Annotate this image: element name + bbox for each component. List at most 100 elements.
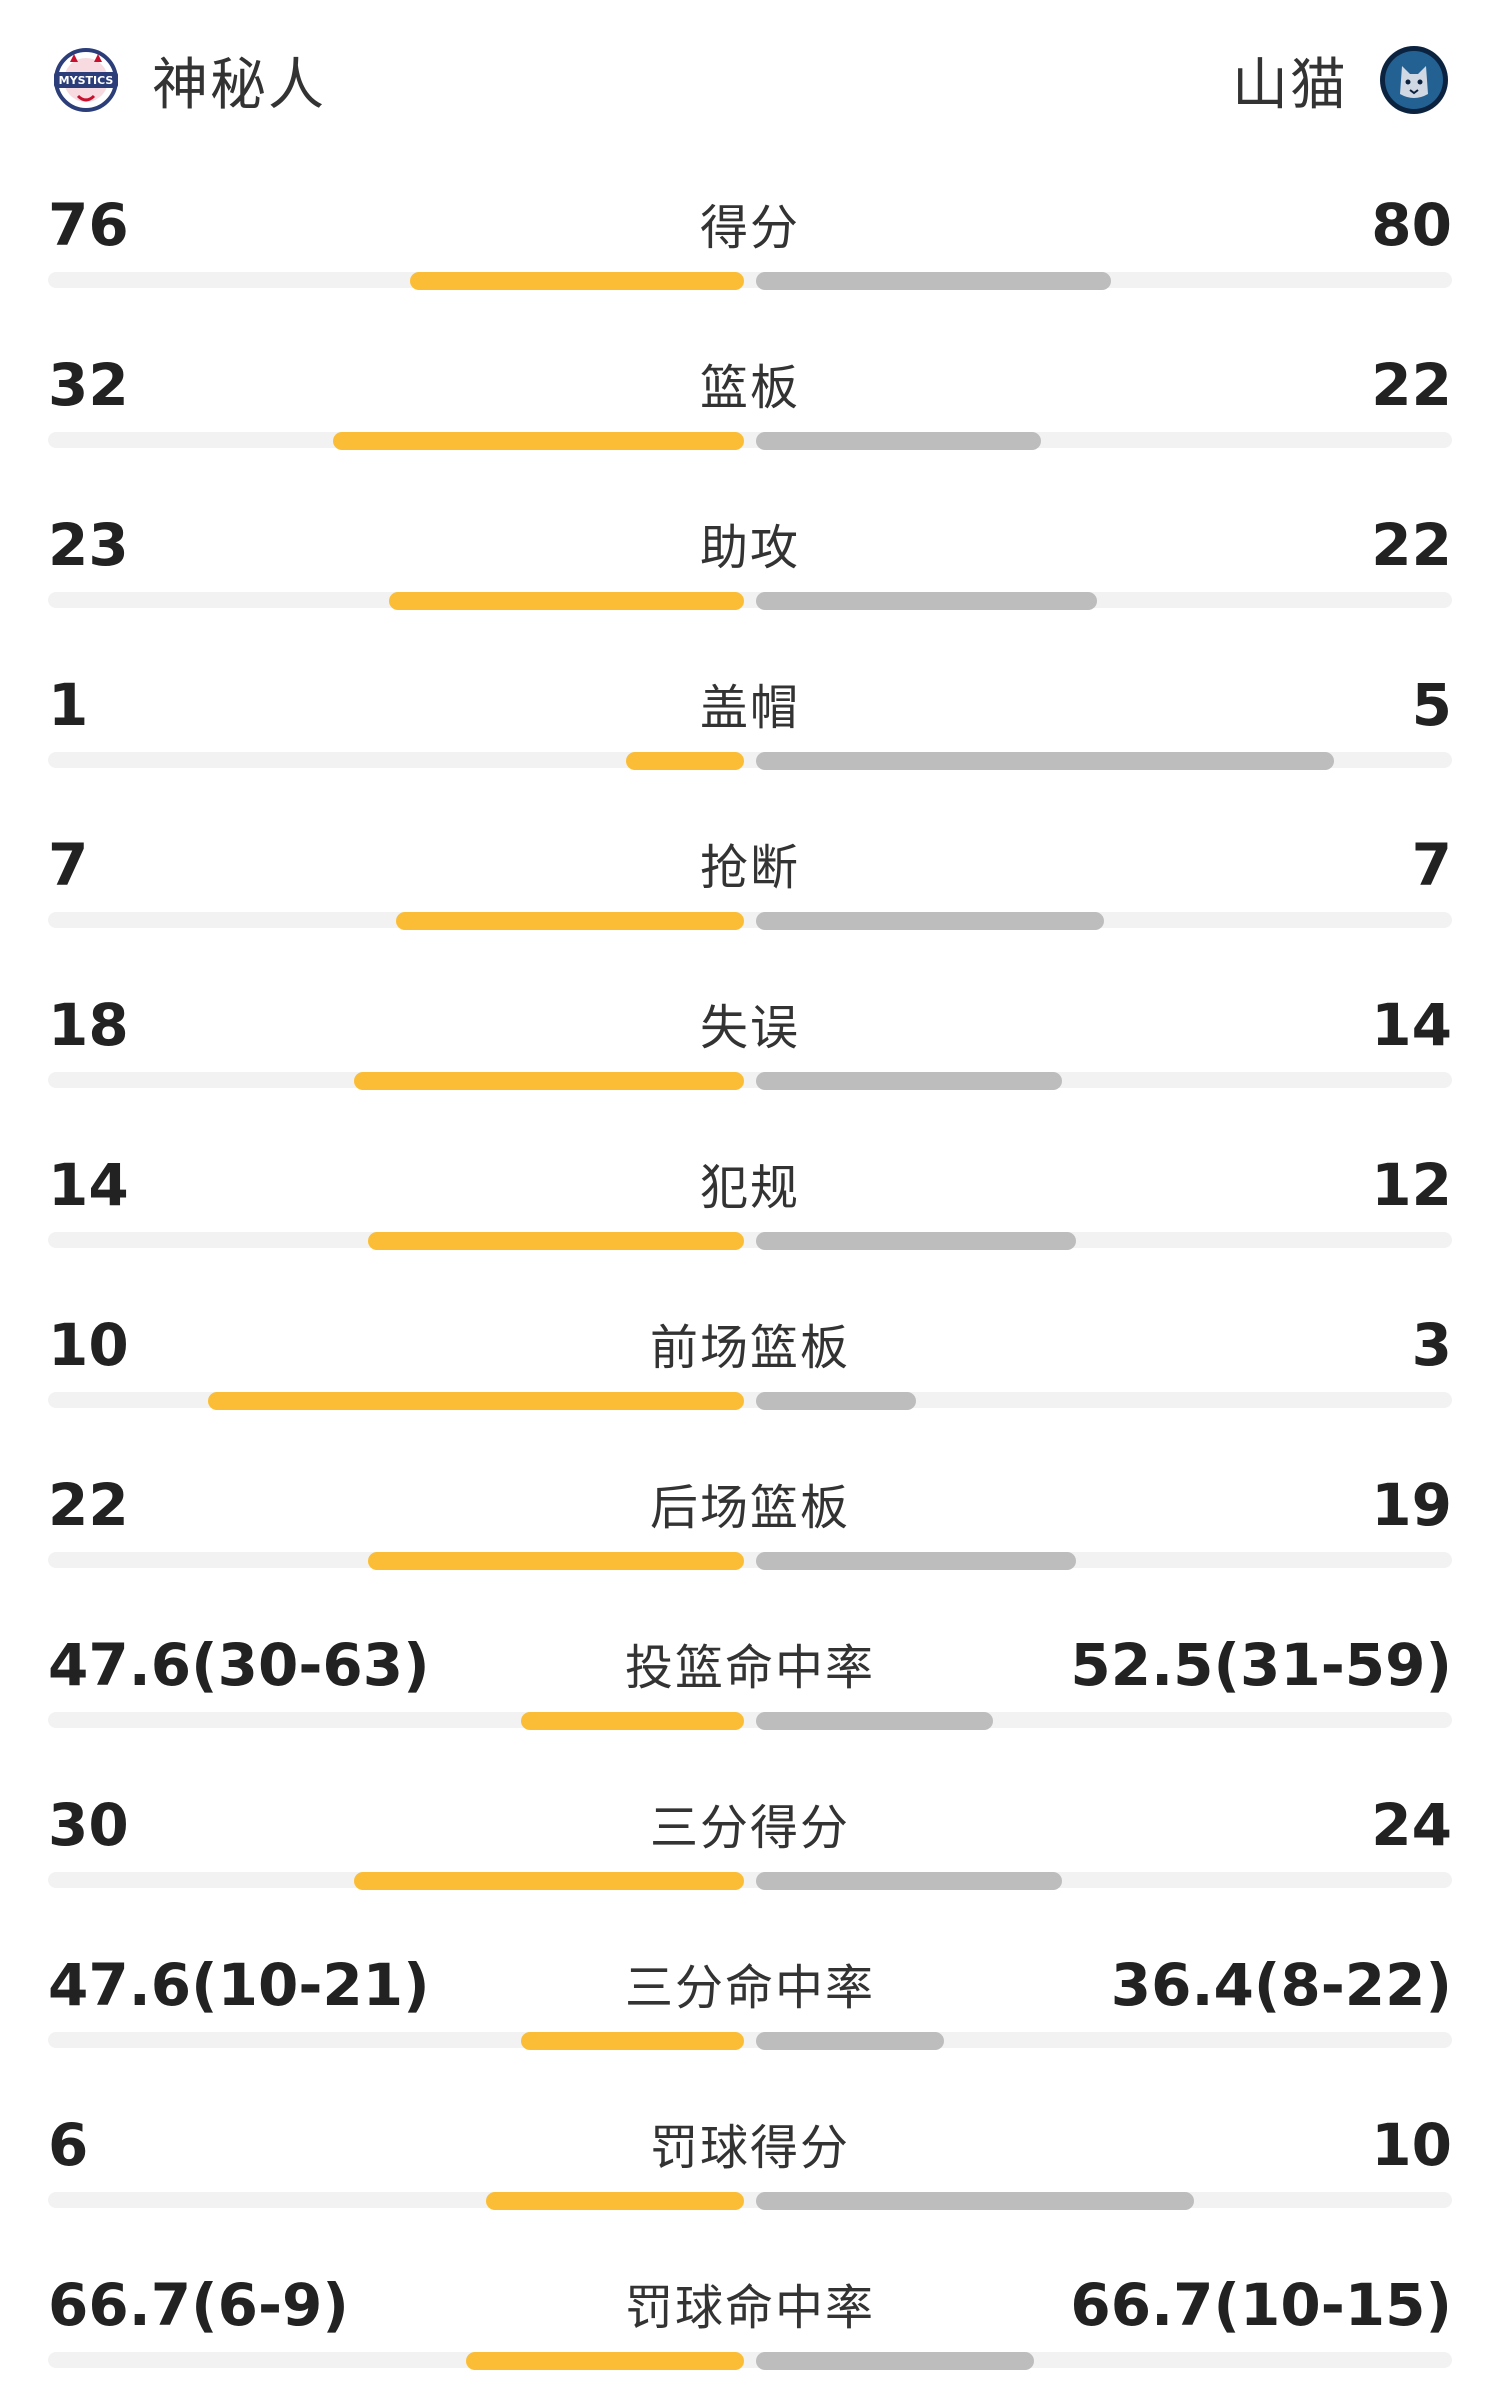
- home-stat-value: 14: [48, 1151, 129, 1219]
- stat-bar-track: [48, 2032, 1452, 2048]
- stat-bar-track: [48, 592, 1452, 608]
- home-team[interactable]: MYSTICS 神秘人: [48, 28, 354, 132]
- stat-label: 盖帽: [699, 680, 800, 736]
- stat-row: 18 失误 14: [48, 960, 1452, 1120]
- away-stat-value: 52.5(31-59): [1070, 1631, 1452, 1699]
- stat-label: 罚球命中率: [624, 2280, 875, 2336]
- home-stat-value: 47.6(30-63): [48, 1631, 430, 1699]
- stat-bar-track: [48, 1232, 1452, 1248]
- away-stat-bar: [756, 1712, 993, 1730]
- away-stat-bar: [756, 592, 1097, 610]
- lynx-logo-icon: [1376, 42, 1452, 118]
- stat-label: 罚球得分: [649, 2120, 850, 2176]
- away-stat-bar: [756, 912, 1104, 930]
- stat-label: 三分命中率: [624, 1960, 875, 2016]
- stat-bar-track: [48, 272, 1452, 288]
- away-stat-bar: [756, 1232, 1076, 1250]
- stat-label: 助攻: [699, 520, 800, 576]
- stat-row: 76 得分 80: [48, 160, 1452, 320]
- stat-label: 投篮命中率: [624, 1640, 875, 1696]
- stat-row: 6 罚球得分 10: [48, 2080, 1452, 2240]
- stat-bar-track: [48, 1552, 1452, 1568]
- stat-label: 犯规: [699, 1160, 800, 1216]
- logo-wordmark: MYSTICS: [59, 74, 114, 87]
- stat-row: 32 篮板 22: [48, 320, 1452, 480]
- home-stat-value: 1: [48, 671, 89, 739]
- away-stat-bar: [756, 1872, 1062, 1890]
- stat-label: 后场篮板: [649, 1480, 850, 1536]
- stats-comparison-list: 76 得分 80 32 篮板 22 23 助攻 22 1 盖帽 5 7 抢断 7 18 失误 14 14 犯规 12 10…: [48, 160, 1452, 2400]
- away-stat-bar: [756, 272, 1111, 290]
- away-team[interactable]: 山猫: [1204, 28, 1452, 132]
- home-stat-value: 23: [48, 511, 129, 579]
- home-stat-bar: [368, 1552, 744, 1570]
- stat-bar-track: [48, 432, 1452, 448]
- stat-label: 得分: [699, 200, 800, 256]
- team-header: MYSTICS 神秘人 山猫: [0, 0, 1500, 160]
- stat-label: 抢断: [699, 840, 800, 896]
- home-stat-bar: [410, 272, 744, 290]
- away-stat-bar: [756, 1552, 1076, 1570]
- stat-row: 10 前场篮板 3: [48, 1280, 1452, 1440]
- away-stat-value: 80: [1371, 191, 1452, 259]
- home-stat-value: 66.7(6-9): [48, 2271, 349, 2339]
- home-stat-bar: [396, 912, 744, 930]
- stat-row: 14 犯规 12: [48, 1120, 1452, 1280]
- stat-row: 22 后场篮板 19: [48, 1440, 1452, 1600]
- away-stat-bar: [756, 2192, 1194, 2210]
- home-stat-value: 6: [48, 2111, 89, 2179]
- home-stat-value: 18: [48, 991, 129, 1059]
- stat-label: 三分得分: [649, 1800, 850, 1856]
- away-stat-value: 66.7(10-15): [1070, 2271, 1452, 2339]
- home-stat-bar: [389, 592, 744, 610]
- away-stat-bar: [756, 432, 1041, 450]
- home-stat-bar: [354, 1872, 744, 1890]
- stat-bar-track: [48, 1872, 1452, 1888]
- stat-row: 47.6(30-63) 投篮命中率 52.5(31-59): [48, 1600, 1452, 1760]
- stat-row: 7 抢断 7: [48, 800, 1452, 960]
- stat-bar-track: [48, 912, 1452, 928]
- home-stat-bar: [466, 2352, 744, 2370]
- away-team-name: 山猫: [1232, 52, 1348, 118]
- home-stat-bar: [368, 1232, 744, 1250]
- stat-label: 前场篮板: [649, 1320, 850, 1376]
- stat-row: 23 助攻 22: [48, 480, 1452, 640]
- home-stat-value: 7: [48, 831, 89, 899]
- stat-bar-track: [48, 1712, 1452, 1728]
- stat-row: 47.6(10-21) 三分命中率 36.4(8-22): [48, 1920, 1452, 2080]
- away-stat-bar: [756, 2352, 1034, 2370]
- home-stat-bar: [333, 432, 744, 450]
- stat-bar-track: [48, 1072, 1452, 1088]
- home-team-name: 神秘人: [152, 52, 326, 118]
- home-stat-value: 10: [48, 1311, 129, 1379]
- away-stat-value: 19: [1371, 1471, 1452, 1539]
- stat-row: 1 盖帽 5: [48, 640, 1452, 800]
- stat-bar-track: [48, 2352, 1452, 2368]
- home-stat-value: 22: [48, 1471, 129, 1539]
- home-stat-bar: [208, 1392, 744, 1410]
- away-stat-value: 3: [1411, 1311, 1452, 1379]
- home-stat-value: 76: [48, 191, 129, 259]
- away-stat-value: 24: [1371, 1791, 1452, 1859]
- home-stat-bar: [521, 2032, 744, 2050]
- away-stat-value: 10: [1371, 2111, 1452, 2179]
- away-stat-value: 7: [1411, 831, 1452, 899]
- away-stat-value: 14: [1371, 991, 1452, 1059]
- away-stat-bar: [756, 1072, 1062, 1090]
- stat-label: 失误: [699, 1000, 800, 1056]
- away-stat-bar: [756, 752, 1334, 770]
- home-stat-value: 30: [48, 1791, 129, 1859]
- home-stat-bar: [354, 1072, 744, 1090]
- home-stat-bar: [521, 1712, 744, 1730]
- stat-row: 30 三分得分 24: [48, 1760, 1452, 1920]
- home-stat-bar: [626, 752, 744, 770]
- home-stat-value: 32: [48, 351, 129, 419]
- home-stat-bar: [486, 2192, 744, 2210]
- home-stat-value: 47.6(10-21): [48, 1951, 430, 2019]
- away-stat-value: 22: [1371, 351, 1452, 419]
- mystics-logo-icon: MYSTICS: [48, 42, 124, 118]
- away-stat-bar: [756, 1392, 916, 1410]
- away-stat-value: 22: [1371, 511, 1452, 579]
- stat-label: 篮板: [699, 360, 800, 416]
- stat-row: 66.7(6-9) 罚球命中率 66.7(10-15): [48, 2240, 1452, 2400]
